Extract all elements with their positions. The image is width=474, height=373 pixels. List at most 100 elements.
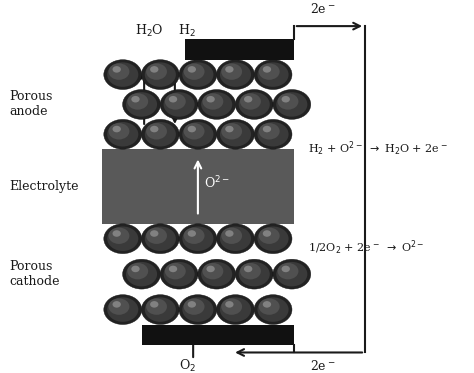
Circle shape — [164, 262, 195, 286]
Circle shape — [182, 122, 213, 147]
Circle shape — [259, 63, 280, 80]
Circle shape — [259, 298, 280, 315]
Circle shape — [221, 63, 242, 80]
Circle shape — [141, 295, 179, 325]
Circle shape — [263, 66, 271, 73]
Circle shape — [107, 226, 138, 251]
Circle shape — [165, 93, 186, 110]
Circle shape — [179, 295, 217, 325]
Circle shape — [207, 266, 215, 272]
Circle shape — [254, 295, 292, 325]
Circle shape — [183, 228, 204, 244]
Circle shape — [146, 228, 167, 244]
Circle shape — [165, 263, 186, 279]
Circle shape — [225, 301, 234, 308]
Circle shape — [112, 230, 121, 237]
Circle shape — [131, 96, 140, 103]
Circle shape — [126, 92, 157, 117]
Bar — [185, 39, 294, 60]
Circle shape — [220, 122, 251, 147]
Circle shape — [112, 126, 121, 132]
Circle shape — [107, 122, 138, 147]
Circle shape — [146, 63, 167, 80]
Text: 2e$^-$: 2e$^-$ — [310, 358, 335, 373]
Circle shape — [104, 60, 142, 90]
Circle shape — [225, 230, 234, 237]
Text: Porous
cathode: Porous cathode — [9, 260, 60, 288]
Circle shape — [276, 262, 307, 286]
Text: H$_2$: H$_2$ — [178, 23, 196, 39]
Circle shape — [254, 60, 292, 90]
Circle shape — [254, 224, 292, 254]
Text: H$_2$ + O$^{2-}$ $\rightarrow$ H$_2$O + 2e$^-$: H$_2$ + O$^{2-}$ $\rightarrow$ H$_2$O + … — [308, 140, 448, 159]
Circle shape — [259, 123, 280, 140]
Circle shape — [257, 226, 289, 251]
Bar — [142, 325, 294, 345]
Circle shape — [131, 266, 140, 272]
Circle shape — [217, 295, 255, 325]
Circle shape — [221, 298, 242, 315]
Circle shape — [179, 60, 217, 90]
Circle shape — [188, 230, 196, 237]
Circle shape — [146, 123, 167, 140]
Circle shape — [183, 298, 204, 315]
Circle shape — [182, 226, 213, 251]
Circle shape — [109, 298, 129, 315]
Circle shape — [273, 259, 311, 289]
Circle shape — [145, 297, 176, 322]
Circle shape — [123, 259, 161, 289]
Circle shape — [146, 298, 167, 315]
Circle shape — [225, 66, 234, 73]
Circle shape — [220, 297, 251, 322]
Circle shape — [201, 262, 232, 286]
Circle shape — [239, 92, 270, 117]
Text: O$^{2-}$: O$^{2-}$ — [204, 175, 230, 191]
Text: Porous
anode: Porous anode — [9, 90, 53, 119]
Circle shape — [221, 123, 242, 140]
Text: Electrolyte: Electrolyte — [9, 180, 79, 193]
Circle shape — [112, 66, 121, 73]
Circle shape — [254, 119, 292, 149]
Circle shape — [225, 126, 234, 132]
Circle shape — [188, 301, 196, 308]
Circle shape — [169, 266, 177, 272]
Circle shape — [104, 224, 142, 254]
Circle shape — [235, 90, 273, 119]
Circle shape — [141, 60, 179, 90]
Circle shape — [217, 224, 255, 254]
Circle shape — [257, 297, 289, 322]
Circle shape — [109, 228, 129, 244]
Circle shape — [160, 259, 198, 289]
Circle shape — [145, 122, 176, 147]
Circle shape — [188, 126, 196, 132]
Circle shape — [145, 226, 176, 251]
Circle shape — [183, 63, 204, 80]
Circle shape — [198, 259, 236, 289]
Circle shape — [244, 96, 252, 103]
Circle shape — [240, 93, 261, 110]
Circle shape — [150, 66, 158, 73]
Circle shape — [145, 62, 176, 87]
Circle shape — [164, 92, 195, 117]
Text: H$_2$O: H$_2$O — [135, 23, 164, 39]
Circle shape — [123, 90, 161, 119]
Circle shape — [221, 228, 242, 244]
Circle shape — [141, 119, 179, 149]
Circle shape — [202, 93, 223, 110]
Text: 2e$^-$: 2e$^-$ — [310, 2, 335, 16]
Circle shape — [160, 90, 198, 119]
Circle shape — [182, 297, 213, 322]
Circle shape — [278, 93, 299, 110]
Circle shape — [220, 62, 251, 87]
Circle shape — [257, 122, 289, 147]
Circle shape — [109, 63, 129, 80]
Circle shape — [235, 259, 273, 289]
Circle shape — [109, 123, 129, 140]
Circle shape — [128, 93, 148, 110]
Circle shape — [188, 66, 196, 73]
Circle shape — [220, 226, 251, 251]
Circle shape — [202, 263, 223, 279]
Circle shape — [244, 266, 252, 272]
Circle shape — [150, 230, 158, 237]
Circle shape — [107, 297, 138, 322]
